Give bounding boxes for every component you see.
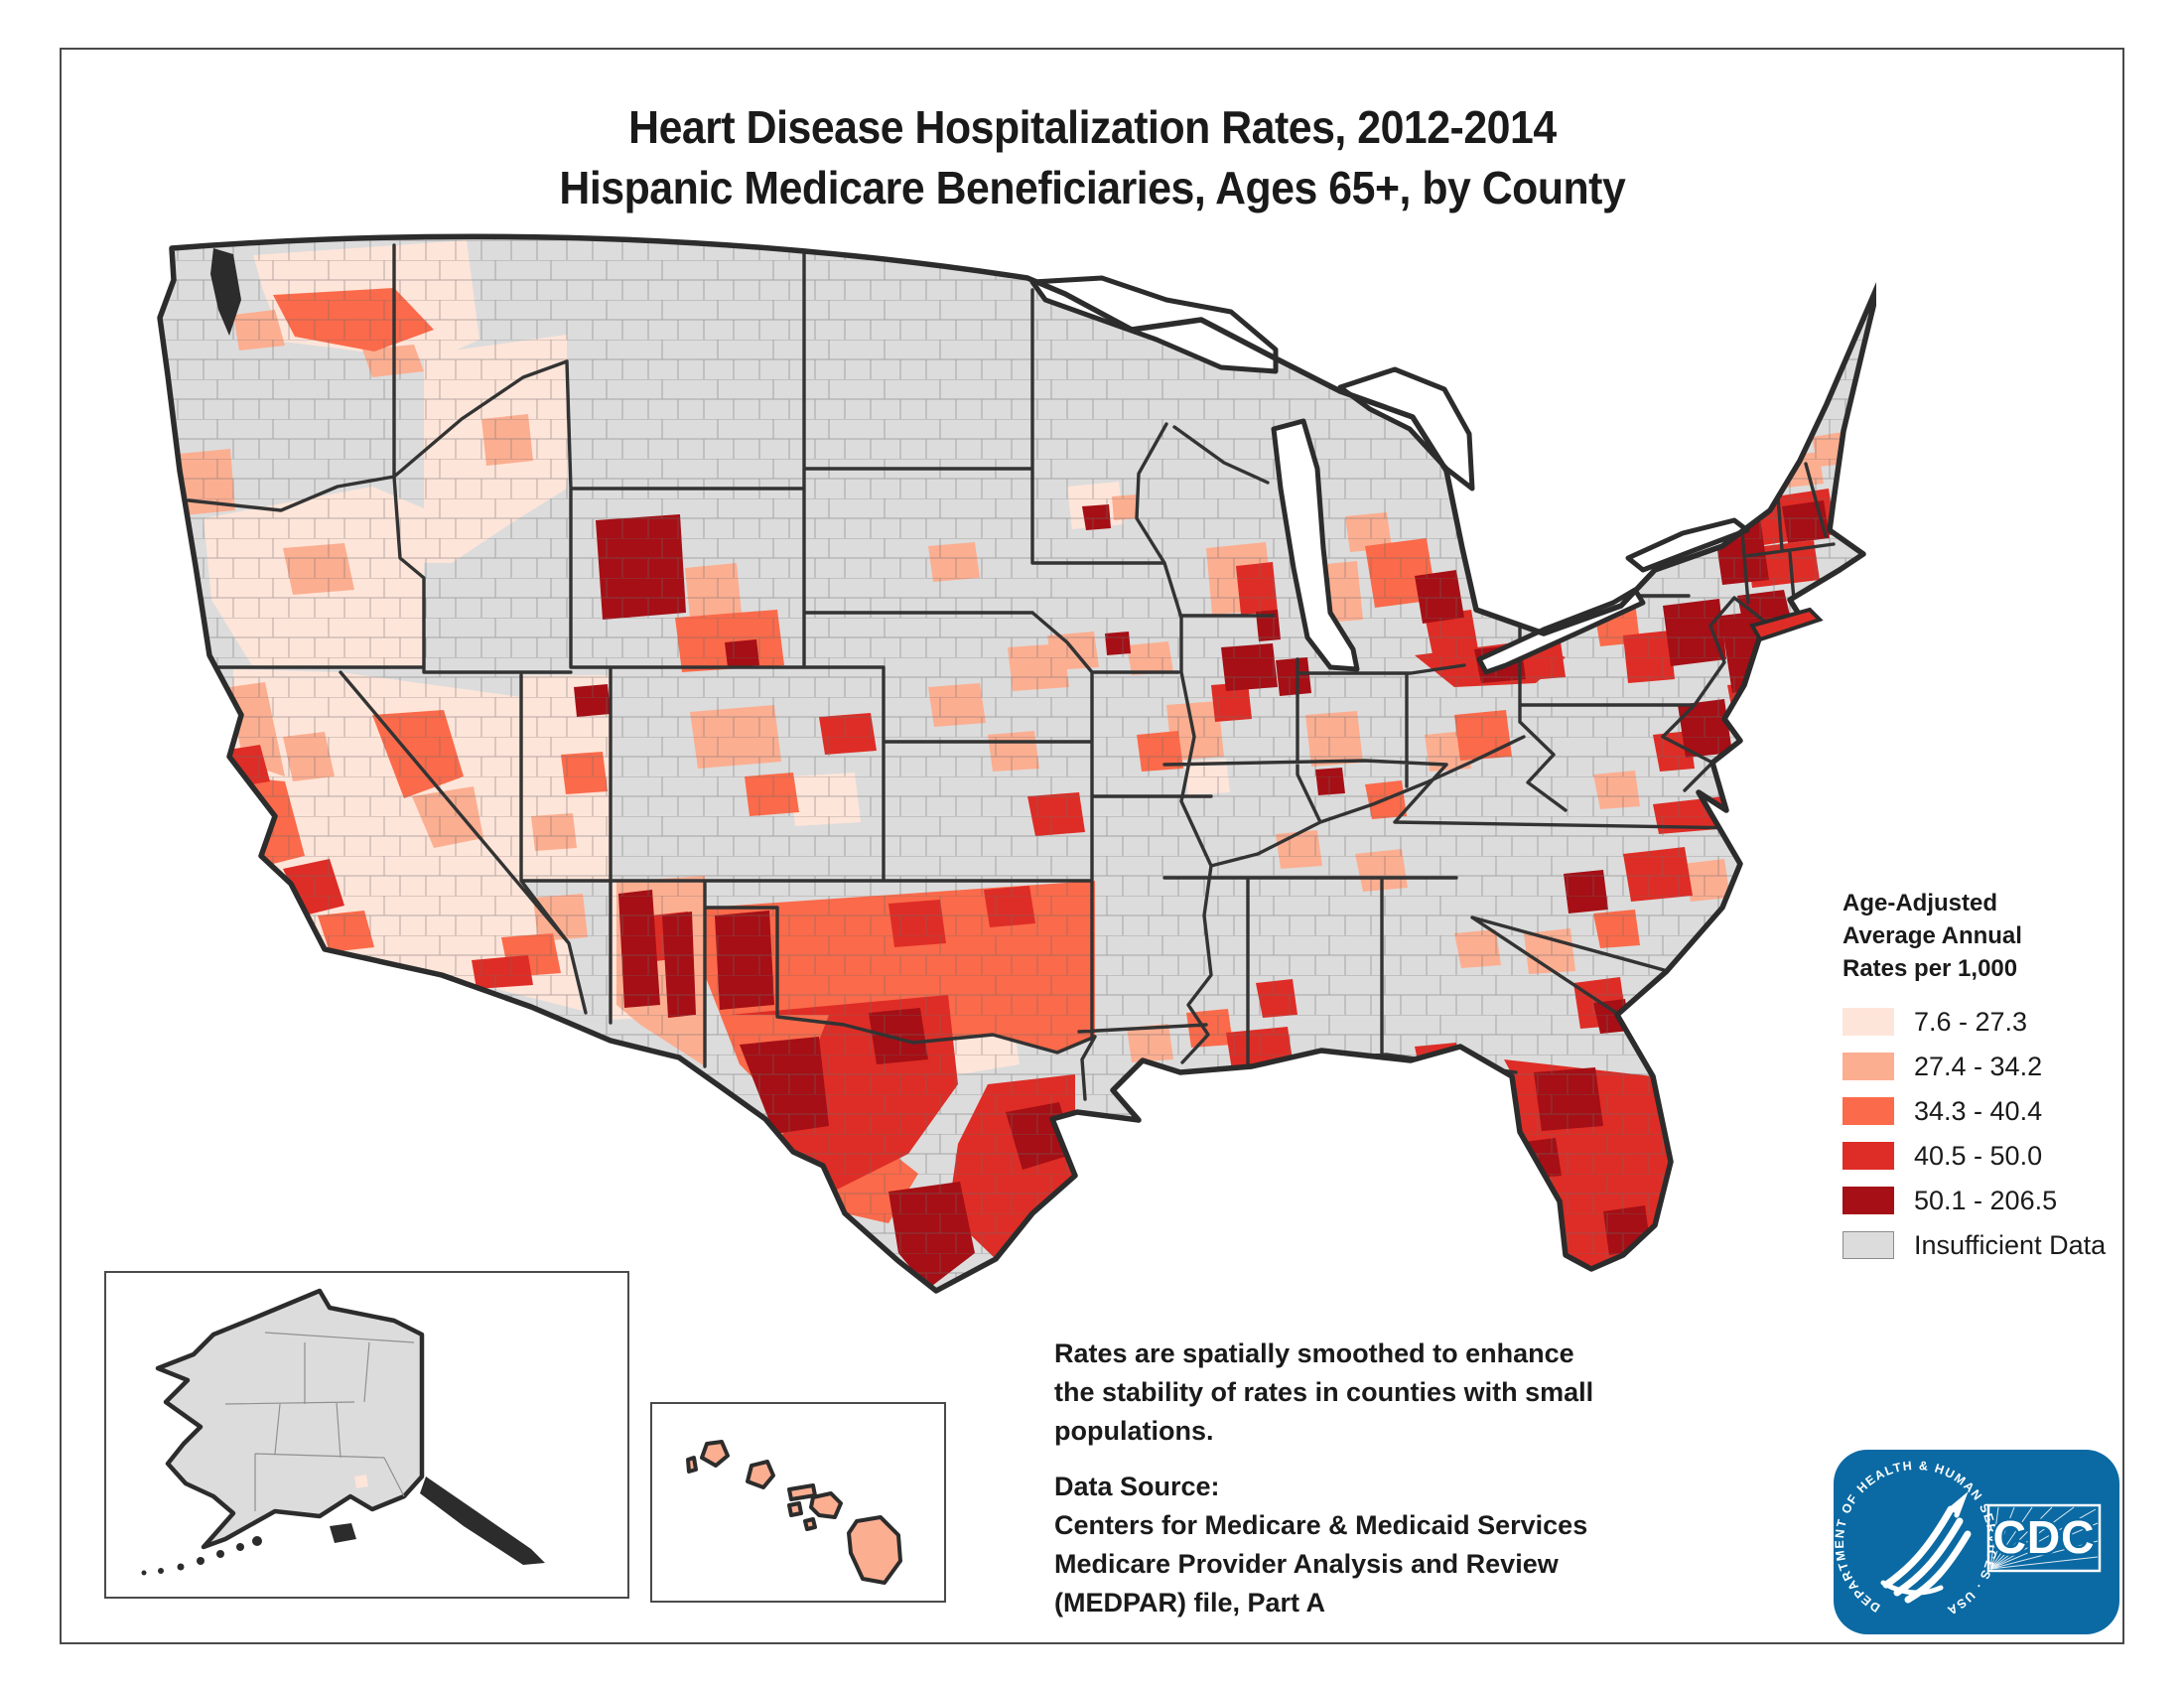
hawaii-map <box>686 1440 902 1585</box>
legend-swatch-insufficient <box>1843 1230 1894 1259</box>
legend-row-bin1: 7.6 - 27.3 <box>1843 999 2140 1044</box>
legend-swatch-bin3 <box>1843 1096 1894 1125</box>
legend-items: 7.6 - 27.3 27.4 - 34.2 34.3 - 40.4 40.5 … <box>1843 999 2140 1267</box>
data-source-note: Data Source: Centers for Medicare & Medi… <box>1054 1468 1690 1622</box>
kauai <box>700 1440 730 1468</box>
source-line: (MEDPAR) file, Part A <box>1054 1588 1326 1618</box>
source-line: Medicare Provider Analysis and Review <box>1054 1549 1559 1579</box>
legend-row-insufficient: Insufficient Data <box>1843 1222 2140 1267</box>
aleutian-islands <box>141 1536 262 1576</box>
long-island <box>1748 607 1824 642</box>
lake-michigan <box>1271 418 1360 672</box>
page-title: Heart Disease Hospitalization Rates, 201… <box>0 97 2184 218</box>
legend-row-bin4: 40.5 - 50.0 <box>1843 1133 2140 1178</box>
legend-swatch-bin1 <box>1843 1007 1894 1036</box>
legend-title-line: Age-Adjusted <box>1843 890 1997 916</box>
legend-title-line: Average Annual <box>1843 922 2022 949</box>
legend-label: 34.3 - 40.4 <box>1914 1095 2043 1126</box>
legend-title-line: Rates per 1,000 <box>1843 955 2018 982</box>
alaska-inset <box>104 1271 629 1599</box>
legend-label: 50.1 - 206.5 <box>1914 1185 2058 1215</box>
alaska-panhandle <box>420 1477 545 1565</box>
title-line-1: Heart Disease Hospitalization Rates, 201… <box>627 101 1557 153</box>
alaska-borough-borders <box>224 1332 415 1511</box>
legend-swatch-bin5 <box>1843 1186 1894 1214</box>
kahoolawe <box>803 1517 817 1531</box>
note-line: Rates are spatially smoothed to enhance <box>1054 1338 1574 1368</box>
kodiak-island <box>330 1523 356 1543</box>
state-borders <box>182 243 1836 1101</box>
maui <box>809 1491 843 1519</box>
cdc-box: CDC CDC <box>1986 1503 2102 1573</box>
legend-label: 7.6 - 27.3 <box>1914 1006 2028 1037</box>
oahu <box>746 1460 775 1489</box>
note-line: populations. <box>1054 1416 1214 1446</box>
us-county-choropleth-map <box>134 220 1876 1303</box>
note-line: the stability of rates in counties with … <box>1054 1377 1594 1407</box>
cdc-wordmark: CDC <box>1993 1511 2096 1563</box>
legend-label: 27.4 - 34.2 <box>1914 1051 2043 1081</box>
alaska-map <box>141 1288 545 1576</box>
smoothing-note: Rates are spatially smoothed to enhance … <box>1054 1335 1670 1451</box>
legend-label: 40.5 - 50.0 <box>1914 1140 2043 1171</box>
source-line: Centers for Medicare & Medicaid Services <box>1054 1510 1588 1540</box>
title-line-2: Hispanic Medicare Beneficiaries, Ages 65… <box>559 162 1625 213</box>
legend-swatch-bin2 <box>1843 1052 1894 1080</box>
hawaii-inset <box>650 1402 946 1603</box>
niihau <box>686 1456 698 1474</box>
legend-title: Age-Adjusted Average Annual Rates per 1,… <box>1843 887 2140 985</box>
puget-sound <box>210 248 241 336</box>
big-island <box>847 1515 902 1585</box>
cdc-rays <box>1989 1506 2099 1570</box>
legend-label: Insufficient Data <box>1914 1229 2107 1260</box>
cdc-wordmark-fill: CDC <box>1993 1511 2096 1563</box>
hhs-eagle-icon <box>1880 1491 1972 1604</box>
legend-row-bin3: 34.3 - 40.4 <box>1843 1088 2140 1133</box>
legend-row-bin2: 27.4 - 34.2 <box>1843 1044 2140 1088</box>
lanai <box>787 1501 803 1517</box>
legend: Age-Adjusted Average Annual Rates per 1,… <box>1843 887 2140 1267</box>
legend-row-bin5: 50.1 - 206.5 <box>1843 1178 2140 1222</box>
anchorage-county-low-rate <box>354 1475 368 1488</box>
data-source-label: Data Source: <box>1054 1472 1220 1501</box>
cdc-hhs-logo-graphic: DEPARTMENT OF HEALTH & HUMAN SERVICES · … <box>1833 1450 2119 1634</box>
legend-swatch-bin4 <box>1843 1141 1894 1170</box>
alaska-mainland <box>155 1288 425 1550</box>
cdc-hhs-logo: DEPARTMENT OF HEALTH & HUMAN SERVICES · … <box>1832 1448 2121 1636</box>
